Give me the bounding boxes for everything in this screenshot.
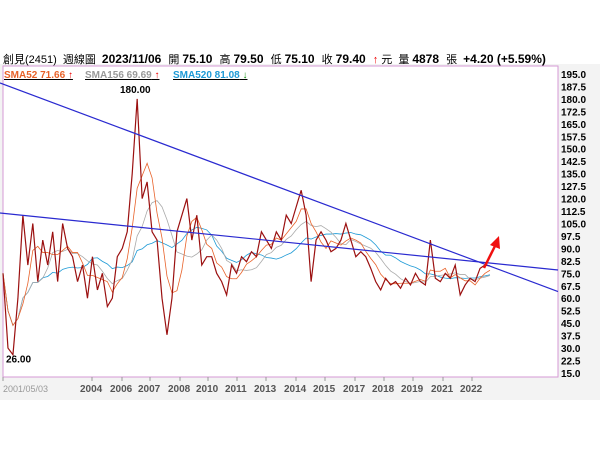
volume-unit: 張 xyxy=(446,54,458,66)
low: 75.10 xyxy=(284,52,315,66)
change: +4.20 (+5.59%) xyxy=(463,52,546,66)
y-tick-label: 45.0 xyxy=(561,319,581,330)
y-tick-label: 172.5 xyxy=(561,107,586,118)
x-tick-label: 2011 xyxy=(225,384,247,395)
y-tick-label: 52.5 xyxy=(561,307,581,318)
volume: 4878 xyxy=(412,52,440,66)
y-tick-label: 135.0 xyxy=(561,170,586,181)
y-tick-label: 82.5 xyxy=(561,257,581,268)
high: 79.50 xyxy=(233,52,264,66)
y-tick-label: 97.5 xyxy=(561,232,581,243)
x-tick-label: 2015 xyxy=(313,384,336,395)
open: 75.10 xyxy=(182,52,213,66)
y-tick-label: 75.0 xyxy=(561,269,581,280)
stock-name: 創見(2451) xyxy=(3,54,57,66)
legend-sma52[interactable]: SMA52 71.66 ↑ xyxy=(4,70,73,81)
close-label: 收 xyxy=(321,54,333,66)
high-annotation: 180.00 xyxy=(120,85,151,96)
x-tick-label: 2014 xyxy=(284,384,307,395)
y-tick-label: 180.0 xyxy=(561,95,586,106)
x-tick-label: 2008 xyxy=(168,384,191,395)
y-tick-label: 157.5 xyxy=(561,132,586,143)
red-arrow-head-icon xyxy=(490,236,500,249)
up-arrow-icon: ↑ xyxy=(372,54,379,66)
y-tick-label: 142.5 xyxy=(561,157,586,168)
low-label: 低 xyxy=(270,54,282,66)
y-tick-label: 30.0 xyxy=(561,344,581,355)
x-tick-label: 2022 xyxy=(460,384,483,395)
up-arrow-icon: ↑ xyxy=(67,70,73,81)
legend-label: SMA156 69.69 xyxy=(85,70,152,81)
x-tick-label: 2001/05/03 xyxy=(3,384,48,394)
y-tick-label: 127.5 xyxy=(561,182,586,193)
x-tick-label: 2018 xyxy=(372,384,395,395)
x-tick-label: 2004 xyxy=(80,384,103,395)
y-tick-label: 150.0 xyxy=(561,145,586,156)
low-annotation: 26.00 xyxy=(6,355,31,366)
volume-label: 量 xyxy=(398,54,410,66)
red-arrow-shaft xyxy=(482,243,498,269)
y-tick-label: 60.0 xyxy=(561,294,581,305)
date: 2023/11/06 xyxy=(101,52,162,66)
unit: 元 xyxy=(381,54,393,66)
y-tick-label: 112.5 xyxy=(561,207,586,218)
legend-label: SMA520 81.08 xyxy=(173,70,240,81)
legend-label: SMA52 71.66 xyxy=(4,70,66,81)
plot-frame xyxy=(2,65,559,378)
y-tick-label: 195.0 xyxy=(561,70,586,81)
down-arrow-icon: ↓ xyxy=(242,70,248,81)
y-tick-label: 120.0 xyxy=(561,195,586,206)
x-tick-label: 2019 xyxy=(401,384,424,395)
period: 週線圖 xyxy=(62,54,96,66)
trendline xyxy=(0,82,559,293)
y-tick-label: 37.5 xyxy=(561,332,581,343)
y-tick-label: 187.5 xyxy=(561,82,586,93)
y-tick-label: 90.0 xyxy=(561,244,581,255)
up-arrow-icon: ↑ xyxy=(154,70,160,81)
high-label: 高 xyxy=(219,54,231,66)
trendline xyxy=(0,212,559,271)
x-tick-label: 2006 xyxy=(110,384,133,395)
x-tick-label: 2010 xyxy=(196,384,219,395)
y-tick-label: 105.0 xyxy=(561,219,586,230)
y-tick-label: 67.5 xyxy=(561,282,581,293)
y-tick-label: 15.0 xyxy=(561,369,581,380)
y-tick-label: 165.0 xyxy=(561,120,586,131)
x-tick-label: 2017 xyxy=(343,384,366,395)
x-tick-label: 2021 xyxy=(431,384,454,395)
x-tick-label: 2007 xyxy=(138,384,161,395)
legend-sma156[interactable]: SMA156 69.69 ↑ xyxy=(85,70,160,81)
legend-sma520[interactable]: SMA520 81.08 ↓ xyxy=(173,70,248,81)
y-tick-label: 22.5 xyxy=(561,357,581,368)
x-tick-label: 2013 xyxy=(254,384,277,395)
close: 79.40 xyxy=(335,52,366,66)
open-label: 開 xyxy=(168,54,180,66)
price-line xyxy=(2,98,491,357)
